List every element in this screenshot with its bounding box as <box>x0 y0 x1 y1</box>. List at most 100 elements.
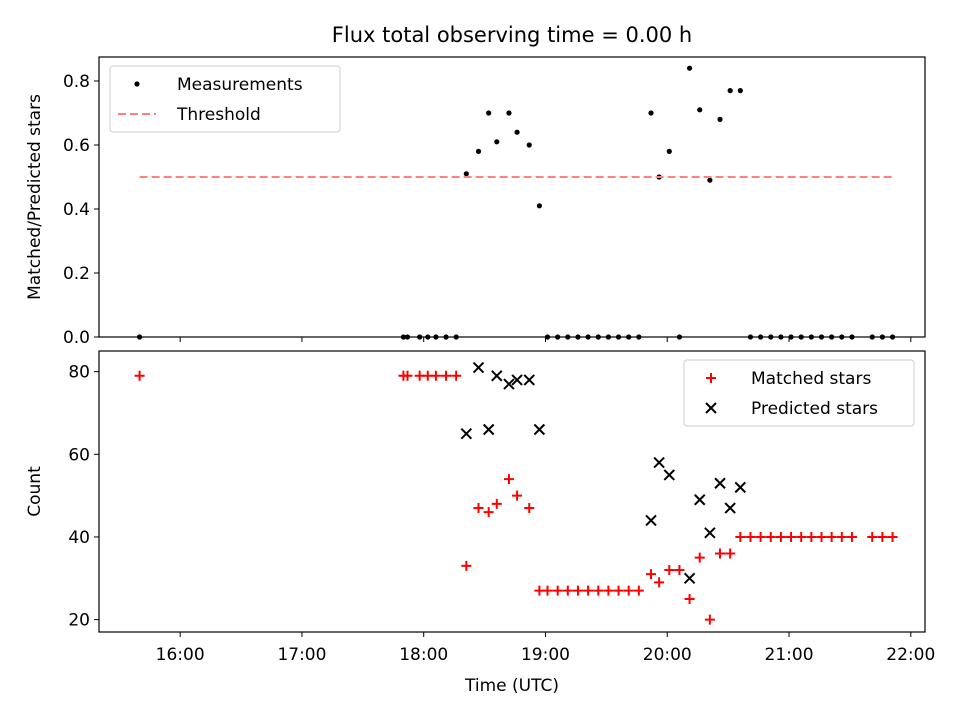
legend-label: Threshold <box>176 105 261 125</box>
data-point <box>533 423 546 436</box>
data-point <box>686 65 693 71</box>
data-point <box>482 423 495 436</box>
y-tick-label: 0.8 <box>63 72 90 92</box>
x-tick-label: 19:00 <box>521 645 570 665</box>
data-point <box>583 585 594 596</box>
data-point <box>704 527 716 539</box>
data-point <box>514 129 520 135</box>
data-point <box>542 585 553 596</box>
y-tick-label: 0.0 <box>63 328 90 348</box>
data-point <box>663 469 675 481</box>
data-point <box>511 374 523 386</box>
data-point <box>503 378 515 390</box>
y-tick-label: 80 <box>68 363 90 383</box>
data-point <box>461 560 472 571</box>
data-point <box>572 585 583 596</box>
chart-title: Flux total observing time = 0.00 h <box>332 23 692 47</box>
data-point <box>512 490 523 501</box>
data-point <box>460 427 473 440</box>
y-tick-label: 20 <box>68 611 90 631</box>
series-measurements <box>136 65 896 340</box>
data-point <box>765 531 776 542</box>
x-tick-label: 21:00 <box>765 645 814 665</box>
x-tick-label: 22:00 <box>886 645 935 665</box>
data-point <box>645 514 657 527</box>
data-point <box>674 565 685 576</box>
series-matched-stars <box>134 370 898 625</box>
data-point <box>694 494 706 506</box>
data-point <box>704 614 715 625</box>
data-point <box>816 531 827 542</box>
data-point <box>654 577 665 588</box>
legend-marker <box>705 402 717 414</box>
data-point <box>483 507 494 518</box>
axes-frame <box>98 56 926 338</box>
data-point <box>877 531 888 542</box>
data-point <box>593 585 604 596</box>
data-point <box>451 370 462 381</box>
data-point <box>646 569 657 580</box>
data-point <box>402 370 413 381</box>
data-point <box>536 203 542 209</box>
data-point <box>707 177 713 183</box>
data-point <box>717 116 723 122</box>
data-point <box>694 552 705 563</box>
data-point <box>867 531 878 542</box>
data-point <box>494 139 500 145</box>
data-point <box>734 481 747 494</box>
y-tick-label: 0.4 <box>63 200 90 220</box>
data-point <box>755 531 766 542</box>
legend-frame <box>683 359 915 427</box>
data-point <box>826 531 837 542</box>
data-point <box>441 370 452 381</box>
data-point <box>806 531 817 542</box>
data-point <box>648 110 654 116</box>
data-point <box>715 548 726 559</box>
data-point <box>472 361 485 374</box>
data-point <box>786 531 797 542</box>
data-point <box>846 531 857 542</box>
data-point <box>524 503 535 514</box>
legend-marker <box>706 373 716 383</box>
y-tick-label: 0.6 <box>63 136 90 156</box>
data-point <box>775 531 786 542</box>
data-point <box>475 148 482 154</box>
data-point <box>463 171 469 177</box>
data-point <box>506 110 512 116</box>
data-point <box>653 456 665 469</box>
data-point <box>562 585 573 596</box>
y-tick-label: 40 <box>68 528 90 548</box>
data-point <box>697 107 703 113</box>
x-tick-label: 17:00 <box>277 645 326 665</box>
data-point <box>633 585 644 596</box>
x-tick-label: 20:00 <box>643 645 692 665</box>
bottom-axes: 20 40 60 80 16:00 17:00 18:00 19:00 20:00 21:00 22… <box>25 350 935 696</box>
data-point <box>725 548 736 559</box>
data-point <box>735 531 746 542</box>
x-tick-label: 16:00 <box>156 645 205 665</box>
data-point <box>134 370 145 381</box>
axes-frame <box>98 350 926 633</box>
data-point <box>491 370 503 382</box>
data-point <box>737 88 743 94</box>
data-point <box>613 585 624 596</box>
data-point <box>887 531 898 542</box>
data-point <box>836 531 847 542</box>
y-axis-label: Count <box>25 466 45 517</box>
top-axes: 0.0 0.2 0.4 0.6 0.8 Matched/Predicted stars Me… <box>25 56 926 348</box>
legend-label: Matched stars <box>751 369 871 389</box>
data-point <box>430 370 441 381</box>
x-tick-label: 18:00 <box>399 645 448 665</box>
legend: Matched stars Predicted stars <box>683 359 915 427</box>
legend-label: Measurements <box>177 75 303 95</box>
legend-label: Predicted stars <box>751 399 878 419</box>
data-point <box>714 477 726 489</box>
data-point <box>486 110 492 116</box>
data-point <box>623 585 634 596</box>
data-point <box>684 593 695 604</box>
data-point <box>526 142 532 148</box>
y-tick-label: 0.2 <box>63 264 90 284</box>
data-point <box>727 88 733 94</box>
data-point <box>503 474 514 485</box>
